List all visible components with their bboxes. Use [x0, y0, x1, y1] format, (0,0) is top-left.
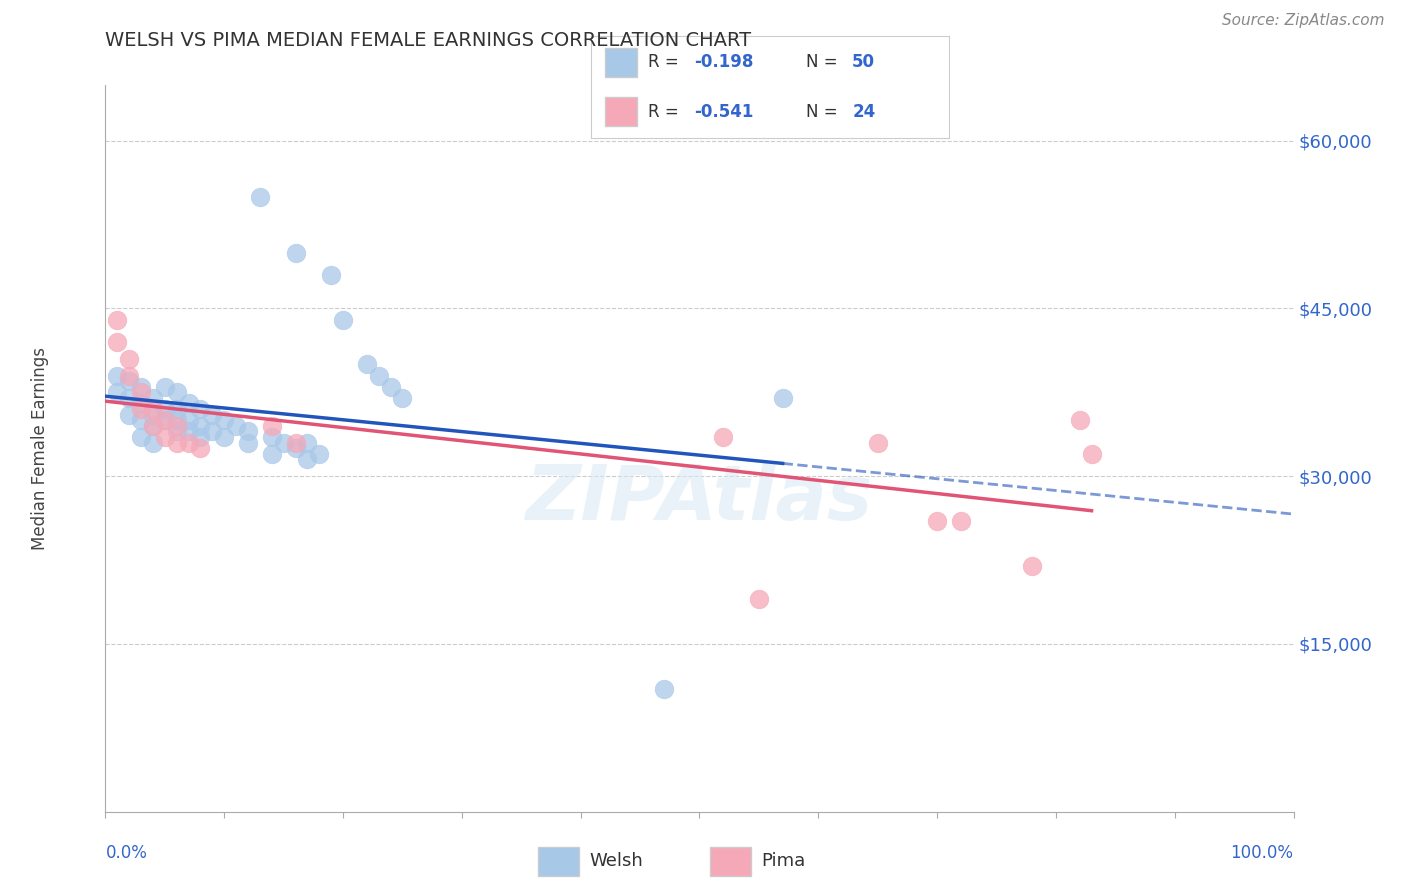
Point: [772, 391, 794, 405]
Point: [166, 418, 188, 433]
Point: [105, 312, 128, 326]
Point: [201, 425, 224, 439]
Point: [142, 435, 165, 450]
Point: [284, 442, 307, 456]
Point: [297, 435, 319, 450]
Point: [284, 435, 307, 450]
Text: R =: R =: [648, 54, 683, 71]
Point: [153, 380, 176, 394]
Point: [153, 402, 176, 417]
Point: [367, 368, 389, 383]
Point: [297, 452, 319, 467]
Point: [177, 413, 200, 427]
Point: [925, 514, 948, 528]
Point: [118, 351, 141, 366]
Text: Median Female Earnings: Median Female Earnings: [31, 347, 49, 549]
FancyBboxPatch shape: [605, 97, 637, 126]
Point: [1069, 413, 1091, 427]
Point: [949, 514, 972, 528]
Point: [153, 413, 176, 427]
Point: [332, 312, 354, 326]
Point: [201, 408, 224, 422]
Text: Pima: Pima: [762, 852, 806, 870]
Point: [214, 430, 236, 444]
Point: [153, 413, 176, 427]
Text: R =: R =: [648, 103, 683, 120]
Text: N =: N =: [806, 54, 842, 71]
Point: [129, 396, 152, 410]
FancyBboxPatch shape: [538, 847, 579, 876]
Point: [129, 413, 152, 427]
Point: [177, 425, 200, 439]
Point: [321, 268, 343, 282]
Point: [652, 681, 675, 696]
Point: [866, 435, 889, 450]
Point: [118, 408, 141, 422]
Point: [142, 402, 165, 417]
Point: [1021, 558, 1043, 573]
Point: [118, 391, 141, 405]
Point: [190, 430, 212, 444]
Point: [1080, 447, 1102, 461]
Text: Welsh: Welsh: [589, 852, 644, 870]
Point: [129, 385, 152, 400]
Point: [166, 402, 188, 417]
Point: [273, 435, 295, 450]
Point: [711, 430, 734, 444]
Point: [190, 418, 212, 433]
Point: [166, 425, 188, 439]
Point: [166, 385, 188, 400]
Point: [748, 592, 770, 607]
Point: [105, 385, 128, 400]
Point: [142, 408, 165, 422]
Point: [214, 413, 236, 427]
Text: 100.0%: 100.0%: [1230, 845, 1294, 863]
Text: -0.198: -0.198: [695, 54, 754, 71]
Point: [356, 357, 378, 371]
Point: [380, 380, 402, 394]
Text: N =: N =: [806, 103, 842, 120]
Point: [260, 447, 283, 461]
Point: [284, 245, 307, 260]
Point: [236, 435, 259, 450]
Point: [260, 418, 283, 433]
Text: Source: ZipAtlas.com: Source: ZipAtlas.com: [1222, 13, 1385, 29]
Point: [129, 380, 152, 394]
FancyBboxPatch shape: [605, 48, 637, 77]
Text: WELSH VS PIMA MEDIAN FEMALE EARNINGS CORRELATION CHART: WELSH VS PIMA MEDIAN FEMALE EARNINGS COR…: [105, 31, 752, 50]
Point: [105, 368, 128, 383]
Point: [236, 425, 259, 439]
Point: [105, 334, 128, 349]
Point: [166, 435, 188, 450]
Point: [129, 430, 152, 444]
Point: [153, 430, 176, 444]
Point: [308, 447, 330, 461]
Point: [177, 435, 200, 450]
Point: [118, 374, 141, 388]
Text: ZIPAtlas: ZIPAtlas: [526, 462, 873, 536]
Point: [260, 430, 283, 444]
Point: [142, 418, 165, 433]
Point: [142, 391, 165, 405]
Point: [177, 396, 200, 410]
Point: [190, 402, 212, 417]
Point: [142, 418, 165, 433]
Point: [225, 418, 247, 433]
Text: 0.0%: 0.0%: [105, 845, 148, 863]
Point: [249, 189, 271, 203]
Point: [166, 413, 188, 427]
Text: 50: 50: [852, 54, 876, 71]
Point: [391, 391, 413, 405]
Point: [190, 442, 212, 456]
Text: -0.541: -0.541: [695, 103, 754, 120]
Point: [118, 368, 141, 383]
FancyBboxPatch shape: [710, 847, 751, 876]
Point: [129, 402, 152, 417]
Text: 24: 24: [852, 103, 876, 120]
